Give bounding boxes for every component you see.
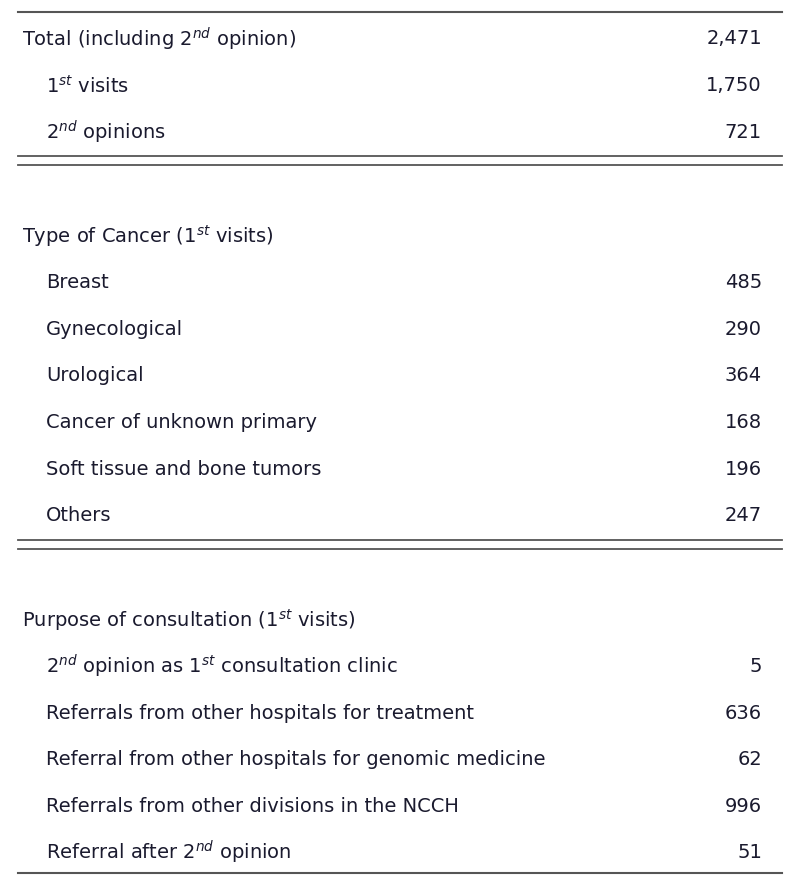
Text: Referrals from other divisions in the NCCH: Referrals from other divisions in the NC… xyxy=(46,796,459,815)
Text: 1,750: 1,750 xyxy=(706,76,762,95)
Text: Referral after 2$^{nd}$ opinion: Referral after 2$^{nd}$ opinion xyxy=(46,838,291,866)
Text: 290: 290 xyxy=(725,320,762,338)
Text: 247: 247 xyxy=(725,506,762,525)
Text: 1$^{st}$ visits: 1$^{st}$ visits xyxy=(46,74,130,97)
Text: Soft tissue and bone tumors: Soft tissue and bone tumors xyxy=(46,459,322,478)
Text: Total (including 2$^{nd}$ opinion): Total (including 2$^{nd}$ opinion) xyxy=(22,26,296,52)
Text: 51: 51 xyxy=(737,843,762,861)
Text: Urological: Urological xyxy=(46,366,144,385)
Text: 2,471: 2,471 xyxy=(706,29,762,49)
Text: Cancer of unknown primary: Cancer of unknown primary xyxy=(46,413,317,431)
Text: 62: 62 xyxy=(738,750,762,768)
Text: 5: 5 xyxy=(750,657,762,675)
Text: Type of Cancer (1$^{st}$ visits): Type of Cancer (1$^{st}$ visits) xyxy=(22,223,274,249)
Text: 168: 168 xyxy=(725,413,762,431)
Text: 996: 996 xyxy=(725,796,762,815)
Text: 636: 636 xyxy=(725,703,762,722)
Text: Referrals from other hospitals for treatment: Referrals from other hospitals for treat… xyxy=(46,703,474,722)
Text: 485: 485 xyxy=(725,273,762,292)
Text: 2$^{nd}$ opinions: 2$^{nd}$ opinions xyxy=(46,119,166,145)
Text: Breast: Breast xyxy=(46,273,109,292)
Text: 196: 196 xyxy=(725,459,762,478)
Text: 2$^{nd}$ opinion as 1$^{st}$ consultation clinic: 2$^{nd}$ opinion as 1$^{st}$ consultatio… xyxy=(46,652,398,680)
Text: 721: 721 xyxy=(725,122,762,142)
Text: Others: Others xyxy=(46,506,111,525)
Text: 364: 364 xyxy=(725,366,762,385)
Text: Referral from other hospitals for genomic medicine: Referral from other hospitals for genomi… xyxy=(46,750,546,768)
Text: Purpose of consultation (1$^{st}$ visits): Purpose of consultation (1$^{st}$ visits… xyxy=(22,606,356,632)
Text: Gynecological: Gynecological xyxy=(46,320,183,338)
